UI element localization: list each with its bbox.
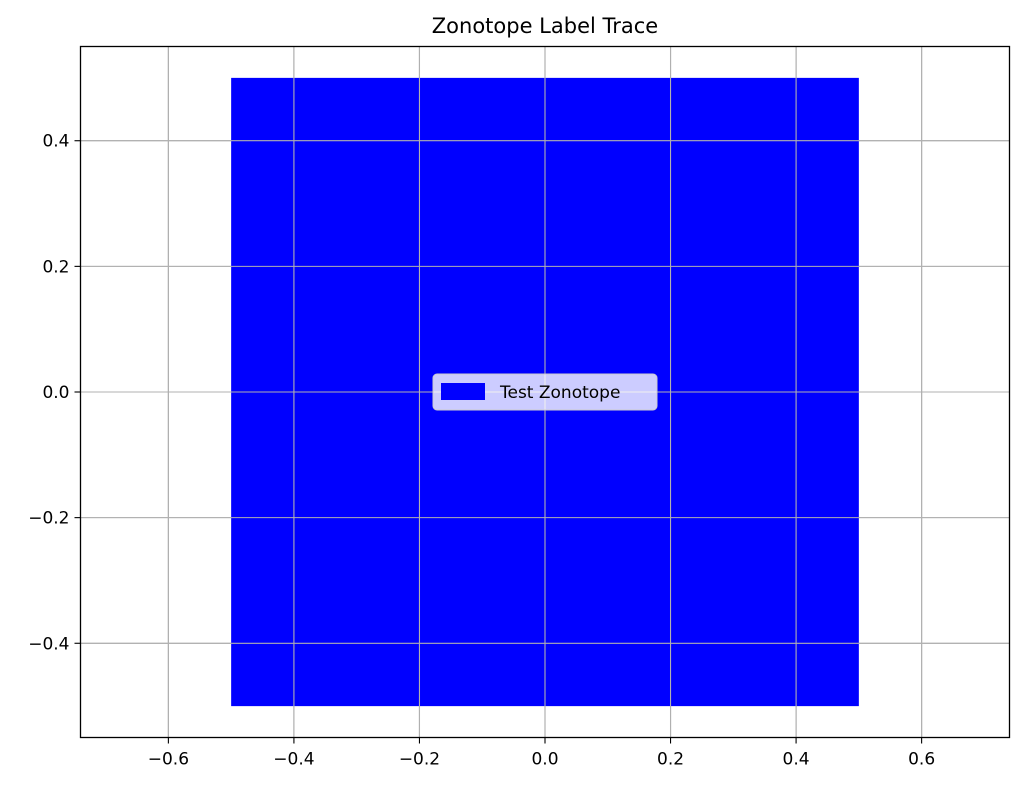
y-tick-label-2: 0.0 [42, 383, 69, 403]
y-tick-label-3: 0.2 [42, 257, 69, 277]
x-tick-label-0: −0.6 [148, 750, 189, 770]
x-axis-ticks: −0.6 −0.4 −0.2 0.0 0.2 0.4 0.6 [148, 737, 935, 770]
x-tick-label-5: 0.4 [783, 750, 810, 770]
x-tick-label-6: 0.6 [908, 750, 935, 770]
legend: Test Zonotope [432, 373, 658, 411]
legend-box [432, 373, 658, 411]
y-axis-ticks: −0.4 −0.2 0.0 0.2 0.4 [28, 132, 81, 654]
x-tick-label-4: 0.2 [657, 750, 684, 770]
x-tick-label-3: 0.0 [531, 750, 558, 770]
legend-label: Test Zonotope [499, 383, 620, 403]
y-tick-label-1: −0.2 [28, 509, 69, 529]
y-tick-label-0: −0.4 [28, 634, 69, 654]
x-tick-label-1: −0.4 [273, 750, 314, 770]
legend-swatch [441, 383, 485, 400]
y-tick-label-4: 0.4 [42, 132, 69, 152]
chart-title: Zonotope Label Trace [432, 14, 658, 38]
x-tick-label-2: −0.2 [399, 750, 440, 770]
